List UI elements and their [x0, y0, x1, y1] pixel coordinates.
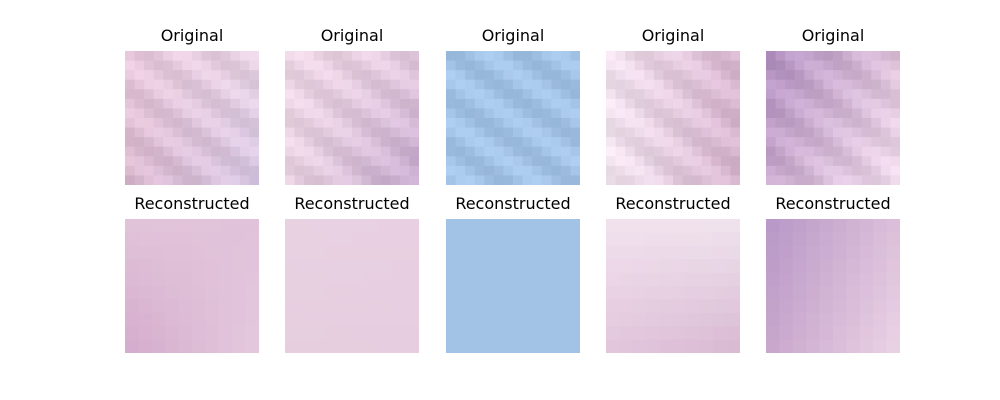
reconstructed-image-2	[285, 219, 419, 353]
image-pixels	[446, 51, 580, 185]
reconstructed-image-4	[606, 219, 740, 353]
original-caption-5: Original	[801, 26, 865, 45]
image-pixels	[285, 219, 419, 353]
reconstructed-caption-3: Reconstructed	[455, 194, 571, 213]
original-caption-1: Original	[160, 26, 224, 45]
image-pixels	[285, 51, 419, 185]
image-pixels	[446, 219, 580, 353]
image-pixels	[766, 219, 900, 353]
reconstructed-caption-4: Reconstructed	[615, 194, 731, 213]
original-image-3	[446, 51, 580, 185]
original-caption-2: Original	[320, 26, 384, 45]
original-image-2	[285, 51, 419, 185]
reconstructed-caption-2: Reconstructed	[294, 194, 410, 213]
image-pixels	[125, 51, 259, 185]
original-caption-3: Original	[481, 26, 545, 45]
image-pixels	[606, 51, 740, 185]
reconstructed-image-1	[125, 219, 259, 353]
image-pixels	[766, 51, 900, 185]
reconstructed-image-3	[446, 219, 580, 353]
image-pixels	[606, 219, 740, 353]
original-image-4	[606, 51, 740, 185]
original-image-5	[766, 51, 900, 185]
original-caption-4: Original	[641, 26, 705, 45]
image-pixels	[125, 219, 259, 353]
reconstructed-image-5	[766, 219, 900, 353]
reconstructed-caption-5: Reconstructed	[775, 194, 891, 213]
reconstructed-caption-1: Reconstructed	[134, 194, 250, 213]
original-image-1	[125, 51, 259, 185]
